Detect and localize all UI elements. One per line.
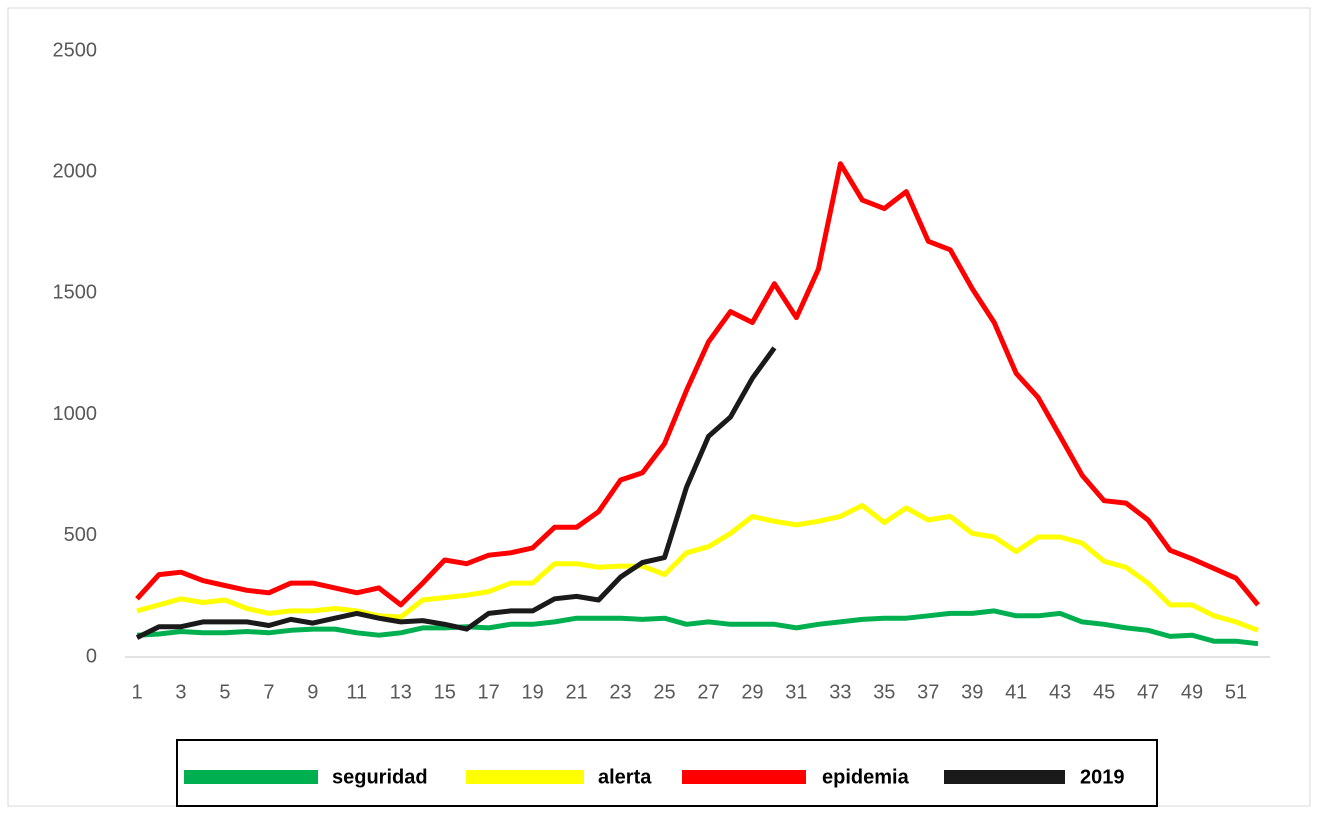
x-tick-label: 37 xyxy=(917,681,939,703)
x-tick-label: 9 xyxy=(307,681,318,703)
y-tick-label: 500 xyxy=(64,524,97,546)
x-tick-label: 15 xyxy=(434,681,456,703)
x-tick-label: 7 xyxy=(263,681,274,703)
x-tick-label: 47 xyxy=(1137,681,1159,703)
x-tick-label: 19 xyxy=(522,681,544,703)
legend-label: epidemia xyxy=(822,766,910,788)
x-tick-label: 23 xyxy=(609,681,631,703)
series-line xyxy=(135,161,1260,608)
x-tick-label: 39 xyxy=(961,681,983,703)
x-tick-label: 33 xyxy=(829,681,851,703)
x-tick-label: 41 xyxy=(1005,681,1027,703)
x-tick-label: 21 xyxy=(565,681,587,703)
y-tick-label: 0 xyxy=(86,645,97,667)
legend-label: alerta xyxy=(598,766,652,788)
legend-label: 2019 xyxy=(1080,766,1125,788)
chart-border xyxy=(7,7,1311,807)
x-tick-label: 35 xyxy=(873,681,895,703)
y-tick-label: 2500 xyxy=(53,39,98,61)
x-tick-label: 17 xyxy=(478,681,500,703)
x-tick-label: 29 xyxy=(741,681,763,703)
y-tick-label: 1000 xyxy=(53,403,98,425)
x-tick-label: 25 xyxy=(653,681,675,703)
x-tick-label: 51 xyxy=(1225,681,1247,703)
x-tick-label: 31 xyxy=(785,681,807,703)
series-line xyxy=(135,346,777,640)
series-line xyxy=(136,608,1259,647)
x-tick-label: 45 xyxy=(1093,681,1115,703)
x-tick-label: 1 xyxy=(131,681,142,703)
x-tick-label: 5 xyxy=(219,681,230,703)
x-tick-label: 43 xyxy=(1049,681,1071,703)
x-tick-label: 49 xyxy=(1181,681,1203,703)
x-tick-label: 27 xyxy=(697,681,719,703)
y-tick-label: 2000 xyxy=(53,160,98,182)
x-tick-label: 11 xyxy=(346,681,367,703)
x-tick-label: 3 xyxy=(175,681,186,703)
legend-label: seguridad xyxy=(332,766,428,788)
x-tick-label: 13 xyxy=(390,681,412,703)
y-tick-label: 1500 xyxy=(53,282,98,304)
series-line xyxy=(136,503,1259,633)
